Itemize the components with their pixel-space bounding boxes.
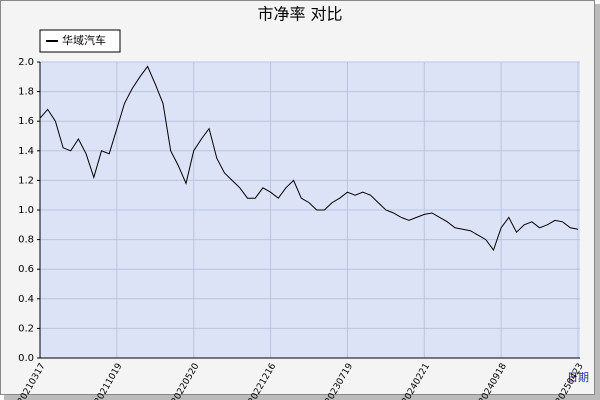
x-axis-label: 日期 bbox=[567, 371, 589, 384]
shadow bbox=[4, 395, 600, 400]
y-tick-label: 1.8 bbox=[18, 87, 34, 98]
y-tick-label: 1.4 bbox=[18, 146, 34, 157]
shadow bbox=[595, 4, 600, 400]
y-tick-label: 1.6 bbox=[18, 116, 34, 127]
chart-title: 市净率 对比 bbox=[257, 5, 342, 24]
y-tick-label: 0.4 bbox=[18, 294, 34, 305]
y-tick-label: 0.0 bbox=[18, 353, 34, 364]
data-line bbox=[39, 65, 579, 252]
y-tick-label: 2.0 bbox=[18, 57, 34, 68]
y-tick-label: 1.2 bbox=[18, 175, 34, 186]
y-tick-label: 0.6 bbox=[18, 264, 34, 275]
legend bbox=[39, 29, 121, 53]
y-tick-label: 0.8 bbox=[18, 235, 34, 246]
y-tick-label: 1.0 bbox=[18, 205, 34, 216]
y-tick-label: 0.2 bbox=[18, 323, 34, 334]
legend-label: 华域汽车 bbox=[62, 33, 106, 47]
